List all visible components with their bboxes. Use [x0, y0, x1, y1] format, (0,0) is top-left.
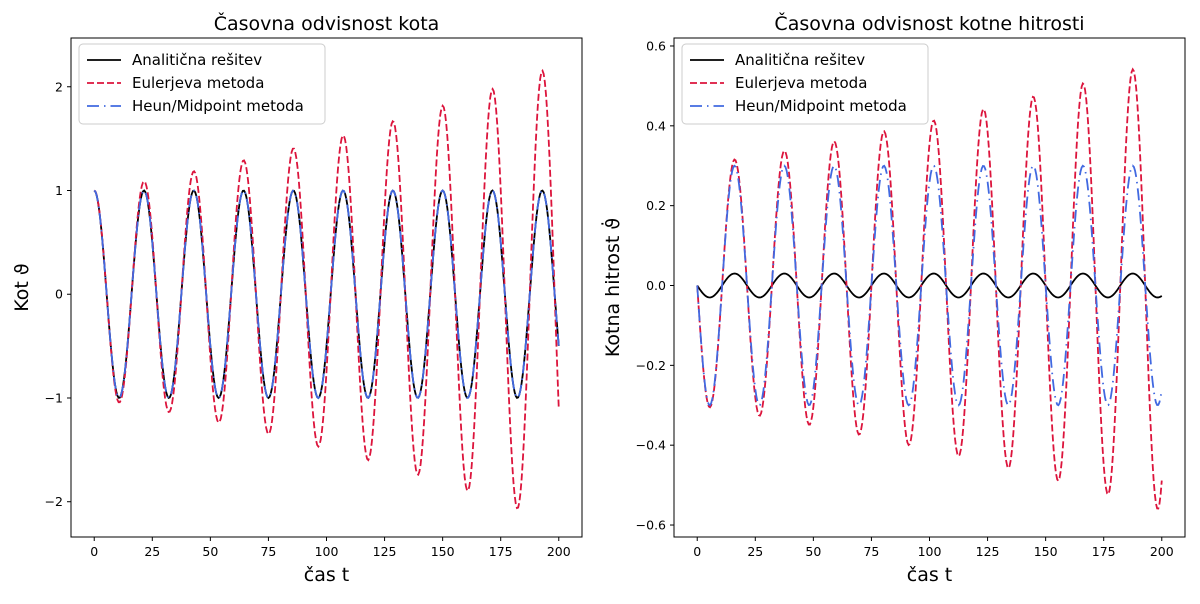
- legend: Analitična rešitev Eulerjeva metoda Heun/M…: [78, 43, 326, 125]
- legend: Analitična rešitev Eulerjeva metoda Heun/M…: [681, 43, 929, 125]
- y-axis-label: Kotna hitrost ϑ̇: [600, 218, 624, 357]
- x-axis-label: čas t: [907, 564, 952, 586]
- y-axis-label: Kot ϑ: [11, 263, 33, 311]
- legend-label-3: Heun/Midpoint metoda: [132, 97, 304, 115]
- series-line-1: [696, 272, 1163, 299]
- y-tick-label: 0: [55, 287, 63, 302]
- x-tick-label: 125: [976, 544, 1000, 559]
- legend-label-2: Eulerjeva metoda: [132, 74, 264, 92]
- x-tick-label: 125: [373, 544, 397, 559]
- series-group: [93, 68, 560, 510]
- legend-box: [681, 43, 929, 125]
- x-tick-label: 200: [547, 544, 571, 559]
- series-line-2: [93, 68, 560, 510]
- x-tick-label: 75: [863, 544, 879, 559]
- y-tick-label: 0.6: [646, 38, 666, 53]
- x-tick-label: 50: [805, 544, 821, 559]
- series-group: [696, 67, 1163, 510]
- x-tick-label: 175: [1092, 544, 1116, 559]
- y-tick-label: −0.2: [636, 358, 666, 373]
- y-tick-label: 0.4: [646, 118, 666, 133]
- y-tick-label: −0.4: [636, 438, 666, 453]
- chart-title: Časovna odvisnost kotne hitrosti: [774, 11, 1084, 35]
- chart-1: 0 25 50 75 100 125 150 175 200 −2 −1 0 1 2 Časovna odv…: [11, 11, 583, 586]
- x-tick-label: 150: [1034, 544, 1058, 559]
- x-tick-label: 25: [747, 544, 763, 559]
- chart-2: 0 25 50 75 100 125 150 175 200 −0.6 −0.4 −0.2 0.0 0.2…: [600, 11, 1186, 586]
- legend-label-1: Analitična rešitev: [132, 51, 262, 69]
- x-tick-label: 200: [1150, 544, 1174, 559]
- x-tick-label: 0: [693, 544, 701, 559]
- y-tick-label: 0.0: [646, 278, 666, 293]
- series-line-3: [93, 189, 560, 400]
- x-tick-label: 100: [315, 544, 339, 559]
- y-tick-label: −0.6: [636, 518, 666, 533]
- y-tick-label: 1: [55, 183, 63, 198]
- x-tick-label: 150: [431, 544, 455, 559]
- y-tick-label: −2: [45, 494, 63, 509]
- legend-label-1: Analitična rešitev: [735, 51, 865, 69]
- y-tick-label: 2: [55, 79, 63, 94]
- legend-label-2: Eulerjeva metoda: [735, 74, 867, 92]
- x-axis-label: čas t: [304, 564, 349, 586]
- x-tick-label: 50: [202, 544, 218, 559]
- x-tick-label: 25: [144, 544, 160, 559]
- y-tick-label: −1: [45, 390, 63, 405]
- y-tick-label: 0.2: [646, 198, 666, 213]
- x-tick-label: 175: [489, 544, 513, 559]
- legend-label-3: Heun/Midpoint metoda: [735, 97, 907, 115]
- x-tick-label: 100: [918, 544, 942, 559]
- series-line-2: [696, 67, 1163, 510]
- legend-box: [78, 43, 326, 125]
- x-tick-label: 75: [260, 544, 276, 559]
- chart-title: Časovna odvisnost kota: [214, 11, 440, 35]
- x-tick-label: 0: [90, 544, 98, 559]
